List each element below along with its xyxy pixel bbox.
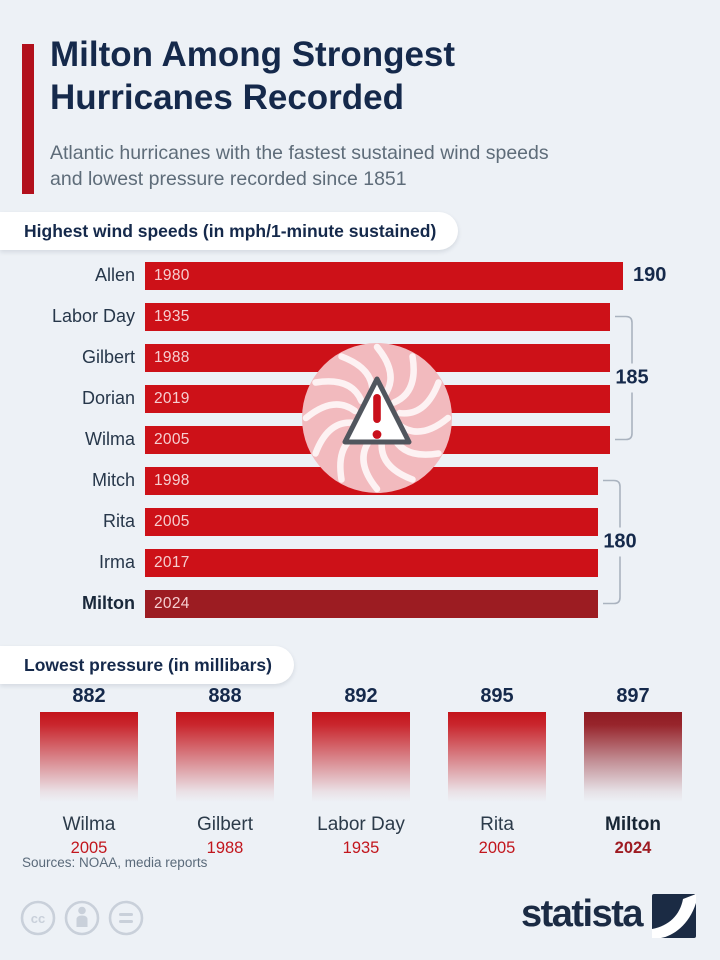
- wind-speed-bar: 2017: [145, 548, 598, 577]
- title-accent-bar: [22, 44, 34, 194]
- license-icons: cc: [20, 900, 144, 936]
- pressure-column-labor-day: 892 Labor Day 1935: [312, 684, 410, 858]
- hurricane-year-label: 1998: [154, 471, 190, 489]
- page-title-line1: Milton Among Strongest: [50, 35, 456, 74]
- hurricane-name-label: Labor Day: [317, 814, 405, 835]
- pressure-column-gilbert: 888 Gilbert 1988: [176, 684, 274, 858]
- wind-section-heading-text: Highest wind speeds (in mph/1-minute sus…: [24, 221, 437, 241]
- pressure-column-wilma: 882 Wilma 2005: [40, 684, 138, 858]
- page-subtitle-line1: Atlantic hurricanes with the fastest sus…: [50, 142, 549, 164]
- pressure-column-rita: 895 Rita 2005: [448, 684, 546, 858]
- hurricane-name-label: Mitch: [91, 470, 135, 490]
- pressure-chart: 882 Wilma 2005 888 Gilbert 1988 892 Labor Day 19…: [0, 684, 720, 858]
- statista-logo-mark: [652, 894, 696, 938]
- hurricane-name-label: Rita: [480, 814, 514, 835]
- hurricane-year-label: 2005: [154, 512, 190, 530]
- hurricane-year-label: 2024: [154, 594, 190, 612]
- hurricane-name-label: Wilma: [85, 429, 135, 449]
- hurricane-year-label: 1935: [342, 839, 380, 857]
- pressure-value-label: 897: [616, 685, 650, 707]
- hurricane-year-label: 1980: [154, 266, 190, 284]
- pressure-bar: [448, 712, 546, 802]
- page-subtitle: Atlantic hurricanes with the fastest sus…: [50, 141, 710, 192]
- hurricane-name-label: Gilbert: [197, 814, 253, 835]
- svg-text:cc: cc: [31, 911, 45, 926]
- page-subtitle-line2: and lowest pressure recorded since 1851: [50, 167, 407, 190]
- wind-speed-chart: Allen 1980 190 Labor Day 1935 Gilbert 1988 Dori…: [0, 255, 720, 627]
- pressure-value-label: 882: [72, 685, 106, 707]
- sources-text: Sources: NOAA, media reports: [22, 855, 208, 870]
- hurricane-year-label: 2005: [154, 430, 190, 448]
- wind-row-labor-day: Labor Day 1935: [0, 296, 720, 337]
- pressure-bar: [312, 712, 410, 802]
- hurricane-name-label: Gilbert: [81, 347, 135, 367]
- pressure-bar: [176, 712, 274, 802]
- wind-speed-bar: 1935: [145, 302, 610, 331]
- wind-value-bracket-label: 180: [601, 527, 639, 557]
- hurricane-name-label: Irma: [99, 552, 135, 572]
- pressure-section-heading-text: Lowest pressure (in millibars): [24, 655, 272, 675]
- hurricane-name-label: Milton: [82, 593, 135, 613]
- hurricane-name-label: Rita: [102, 511, 135, 531]
- hurricane-swirl-icon: [302, 343, 452, 493]
- hurricane-year-label: 2024: [614, 839, 652, 857]
- wind-value-label: 190: [633, 264, 667, 286]
- statista-wordmark: statista: [520, 892, 644, 935]
- pressure-chart-columns: 882 Wilma 2005 888 Gilbert 1988 892 Labor Day 19…: [0, 684, 720, 858]
- page-title-line2: Hurricanes Recorded: [50, 77, 405, 117]
- pressure-value-label: 892: [344, 685, 378, 707]
- pressure-bar: [40, 712, 138, 802]
- hurricane-year-label: 2019: [154, 389, 190, 407]
- wind-value-bracket-label: 185: [613, 363, 651, 393]
- equals-icon: [108, 900, 144, 936]
- exclamation-mark-icon: [372, 394, 382, 439]
- cc-icon: cc: [20, 900, 56, 936]
- pressure-bar: [584, 712, 682, 802]
- wind-section-heading: Highest wind speeds (in mph/1-minute sus…: [0, 212, 459, 250]
- pressure-value-label: 895: [480, 685, 514, 707]
- hurricane-name-label: Wilma: [62, 814, 116, 835]
- hurricane-name-label: Milton: [605, 814, 661, 835]
- wind-row-irma: Irma 2017: [0, 542, 720, 583]
- hurricane-year-label: 1988: [154, 348, 190, 366]
- page-title: Milton Among Strongest Hurricanes Record…: [50, 34, 650, 119]
- hurricane-name-label: Labor Day: [51, 306, 135, 326]
- pressure-value-label: 888: [208, 685, 242, 707]
- statista-logo: statista: [521, 890, 696, 938]
- hurricane-year-label: 1988: [206, 839, 244, 857]
- wind-row-allen: Allen 1980 190: [0, 255, 720, 296]
- wind-speed-bar: 2005: [145, 507, 598, 536]
- hurricane-name-label: Allen: [94, 265, 135, 285]
- pressure-column-milton: 897 Milton 2024: [584, 684, 682, 858]
- pressure-section-heading: Lowest pressure (in millibars): [0, 646, 294, 684]
- hurricane-year-label: 2017: [154, 553, 190, 571]
- hurricane-year-label: 1935: [154, 307, 190, 325]
- wind-speed-bar: 1980: [145, 261, 623, 290]
- wind-row-rita: Rita 2005: [0, 501, 720, 542]
- hurricane-name-label: Dorian: [81, 388, 135, 408]
- wind-row-milton: Milton 2024: [0, 583, 720, 624]
- hurricane-year-label: 2005: [70, 839, 108, 857]
- wind-speed-bar: 2024: [145, 589, 598, 618]
- hurricane-year-label: 2005: [478, 839, 516, 857]
- attribution-person-icon: [64, 900, 100, 936]
